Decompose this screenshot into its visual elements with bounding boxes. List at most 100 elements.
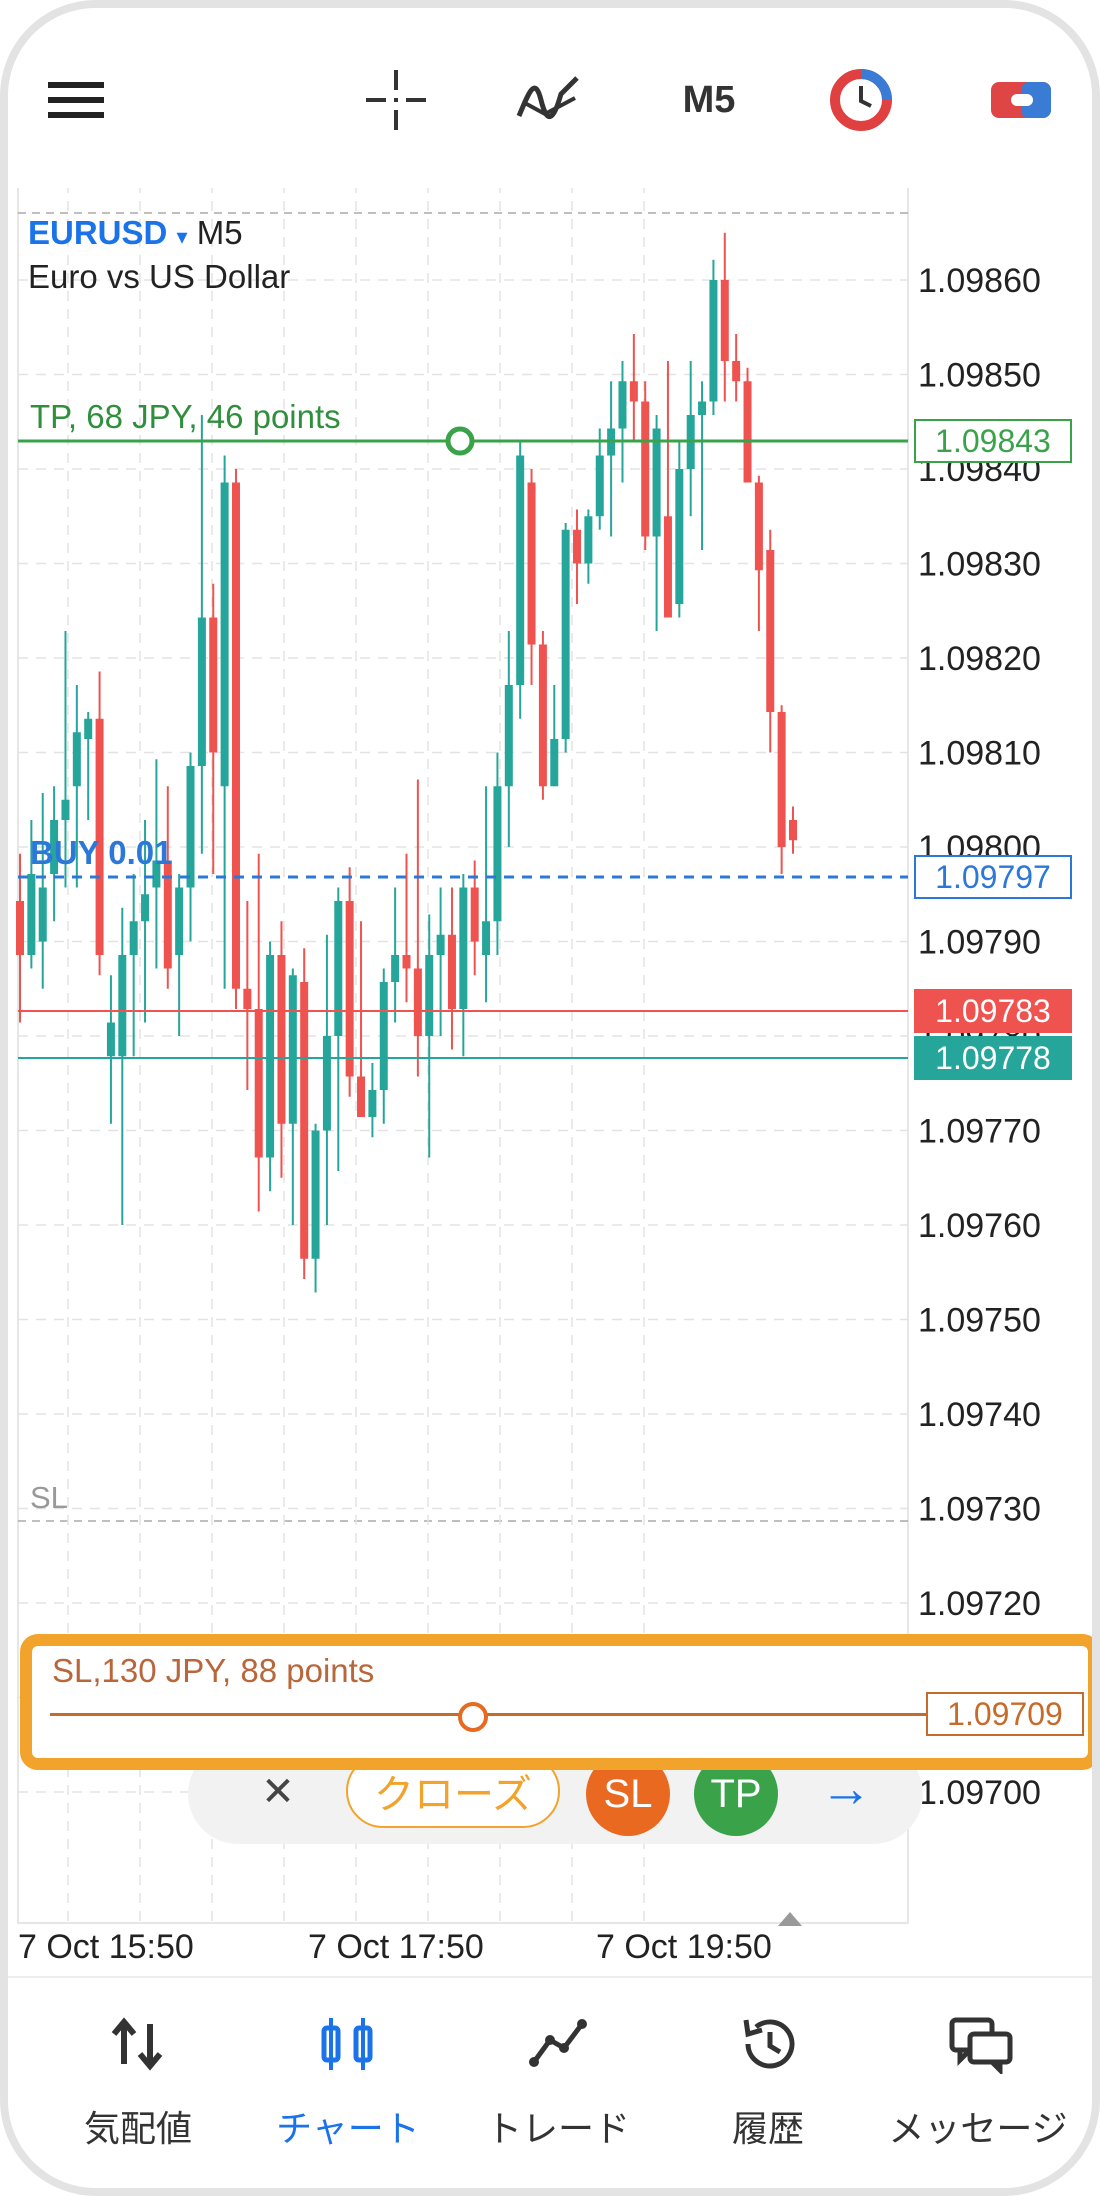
candle-body (516, 455, 525, 685)
candle-body (402, 955, 411, 969)
price-tick-label: 1.09860 (918, 262, 1041, 300)
candle-body (436, 934, 445, 955)
candle (266, 941, 275, 1192)
quotes-icon (111, 2017, 163, 2071)
candle (527, 469, 536, 685)
clock-icon[interactable] (823, 58, 899, 142)
top-toolbar: M5 (8, 8, 1092, 188)
candle-body (209, 617, 218, 753)
candle-body (141, 894, 150, 922)
nav-messages-label: メッセージ (888, 2108, 1068, 2149)
price-tick-label: 1.09770 (918, 1113, 1041, 1151)
candle-body (163, 860, 172, 969)
nav-trade[interactable]: トレード (453, 1978, 663, 2178)
candle (38, 793, 47, 989)
candle (482, 786, 491, 1003)
candle-body (675, 469, 684, 604)
time-tick-label: 7 Oct 17:50 (308, 1928, 484, 1966)
candle-body (220, 482, 229, 787)
candle (277, 921, 286, 1178)
candle-body (300, 982, 309, 1259)
history-icon (743, 2019, 795, 2069)
price-chart[interactable]: 1.098601.098501.098401.098301.098201.098… (8, 8, 1100, 2196)
candle-body (72, 732, 81, 787)
candle-body (61, 799, 70, 820)
sl-price-badge[interactable]: 1.09709 (926, 1692, 1084, 1736)
nav-history[interactable]: 履歴 (663, 1978, 873, 2178)
tp-price-badge[interactable]: 1.09843 (914, 419, 1072, 463)
candle (413, 779, 422, 1077)
price-tick-label: 1.09700 (918, 1774, 1041, 1812)
candle-body (504, 685, 513, 787)
candle (288, 968, 297, 1225)
price-tick-label: 1.09820 (918, 640, 1041, 678)
nav-trade-label: トレード (485, 2108, 630, 2149)
candle-body (84, 718, 93, 739)
candle (618, 361, 627, 483)
messages-icon (949, 2017, 1013, 2074)
timeframe-selector[interactable]: M5 (682, 78, 736, 121)
candle (379, 968, 388, 1124)
nav-quotes[interactable]: 気配値 (33, 1978, 243, 2178)
sl-label: SL,130 JPY, 88 points (52, 1652, 375, 1689)
trade-icon[interactable] (983, 58, 1059, 142)
symbol-name: EURUSD (28, 214, 168, 251)
candle (663, 361, 672, 618)
candle (118, 907, 127, 1225)
sl-drag-handle[interactable] (458, 1702, 488, 1732)
crosshair-icon[interactable] (358, 58, 434, 142)
price-tick-label: 1.09850 (918, 357, 1041, 395)
sl-line[interactable] (50, 1713, 930, 1716)
candle (675, 442, 684, 618)
menu-icon[interactable] (38, 58, 114, 142)
candle (686, 361, 695, 517)
candle (95, 671, 104, 976)
candle (607, 381, 616, 537)
nav-chart[interactable]: チャート (243, 1978, 453, 2178)
candle-body (106, 1022, 115, 1057)
candle (300, 948, 309, 1279)
candle-body (175, 887, 184, 955)
candle (368, 1063, 377, 1138)
candle (425, 914, 434, 1158)
price-tick-label: 1.09810 (918, 735, 1041, 773)
candle (743, 367, 752, 483)
candle (402, 853, 411, 1003)
candle-body (663, 516, 672, 618)
nav-messages[interactable]: メッセージ (873, 1978, 1083, 2178)
candle-body (584, 516, 593, 564)
price-tick-label: 1.09740 (918, 1396, 1041, 1434)
buy-price-badge[interactable]: 1.09797 (914, 855, 1072, 899)
candle (777, 705, 786, 874)
candle (175, 874, 184, 1036)
candle (61, 631, 70, 888)
candle-body (288, 975, 297, 1124)
time-tick-label: 7 Oct 15:50 (18, 1928, 194, 1966)
candle-body (766, 550, 775, 712)
candle (709, 259, 718, 415)
candle-body (391, 955, 400, 982)
candle (447, 887, 456, 1050)
price-tick-label: 1.09830 (918, 546, 1041, 584)
nav-history-label: 履歴 (731, 2108, 804, 2149)
candle-body (732, 361, 741, 382)
symbol-label[interactable]: EURUSD ▾ M5 (28, 214, 243, 252)
candle-body (27, 874, 36, 955)
candle-body (470, 887, 479, 942)
candle (538, 631, 547, 800)
candle (391, 887, 400, 1023)
symbol-timeframe: M5 (196, 214, 243, 251)
candle (595, 428, 604, 530)
symbol-dropdown-icon[interactable]: ▾ (176, 224, 188, 249)
close-position-icon[interactable]: ✕ (261, 1770, 295, 1814)
candle-body (641, 401, 650, 537)
candle (629, 334, 638, 442)
candle (186, 752, 195, 942)
candles (16, 232, 797, 1293)
candle-body (459, 887, 468, 1009)
symbol-description: Euro vs US Dollar (28, 258, 291, 295)
candle (732, 334, 741, 402)
time-tick-label: 7 Oct 19:50 (596, 1928, 772, 1966)
indicators-icon[interactable] (510, 58, 586, 142)
candle (789, 806, 797, 854)
